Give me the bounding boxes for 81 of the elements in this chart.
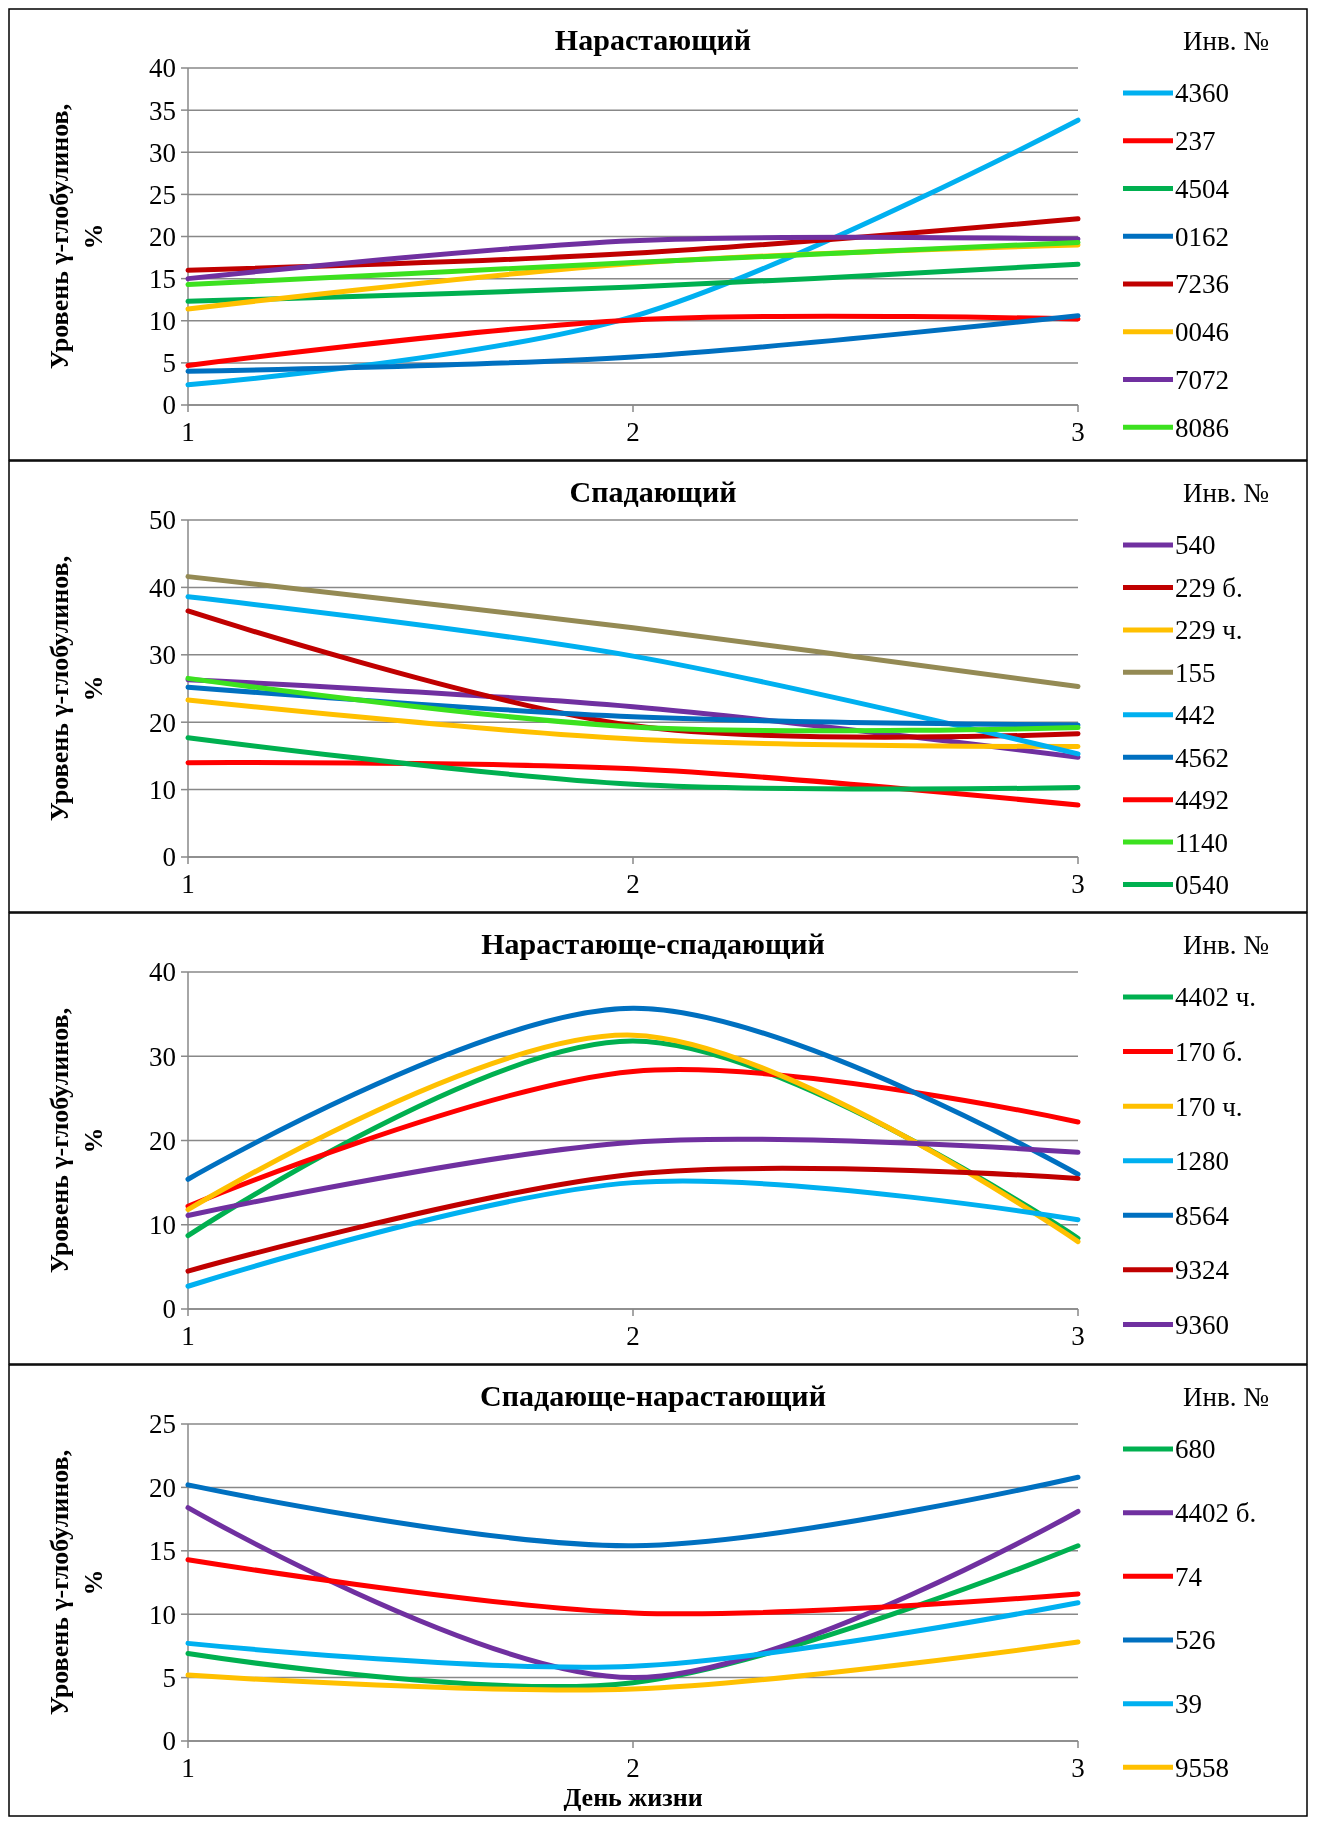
legend-label: 8086	[1175, 412, 1229, 443]
legend-label: 0162	[1175, 221, 1229, 252]
y-tick-label: 0	[162, 390, 176, 421]
legend-label: 155	[1175, 657, 1216, 688]
legend-label: 8564	[1175, 1200, 1230, 1231]
legend-label: 680	[1175, 1434, 1216, 1465]
y-axis-title: Уровень γ-глобулинов, %	[45, 103, 108, 370]
y-tick-label: 20	[149, 221, 176, 252]
legend-label: 74	[1175, 1561, 1203, 1592]
legend-label: 4492	[1175, 785, 1229, 816]
legend-label: 229 б.	[1175, 572, 1243, 603]
y-axis-title: Уровень γ-глобулинов, %	[45, 1449, 108, 1716]
y-tick-label: 40	[149, 572, 176, 603]
y-tick-label: 25	[149, 179, 176, 210]
x-tick-label: 2	[626, 417, 640, 447]
y-tick-label: 0	[162, 1726, 176, 1757]
y-tick-label: 5	[162, 348, 176, 379]
y-tick-label: 10	[149, 306, 176, 337]
y-tick-label: 10	[149, 1210, 176, 1241]
legend-label: 4402 б.	[1175, 1498, 1257, 1529]
y-tick-label: 5	[162, 1663, 176, 1694]
y-axis-title: Уровень γ-глобулинов, %	[45, 1007, 108, 1274]
x-tick-label: 2	[626, 1753, 640, 1783]
x-axis-title: День жизни	[563, 1783, 703, 1812]
legend-label: 170 ч.	[1175, 1091, 1243, 1122]
y-tick-label: 10	[149, 1599, 176, 1630]
y-tick-label: 20	[149, 1472, 176, 1503]
legend-title: Инв. №	[1183, 26, 1269, 56]
y-tick-label: 25	[149, 1409, 176, 1440]
chart-title: Спадающе-нарастающий	[480, 1379, 826, 1412]
legend-label: 9360	[1175, 1309, 1229, 1340]
y-tick-label: 40	[149, 957, 176, 988]
x-tick-label: 3	[1071, 417, 1085, 447]
legend-title: Инв. №	[1183, 930, 1269, 960]
y-tick-label: 20	[149, 1125, 176, 1156]
y-axis-title: Уровень γ-глобулинов, %	[45, 555, 108, 822]
legend-label: 7236	[1175, 269, 1229, 300]
legend-label: 4504	[1175, 173, 1230, 204]
legend-label: 229 ч.	[1175, 615, 1243, 646]
y-tick-label: 30	[149, 640, 176, 671]
legend-label: 237	[1175, 126, 1216, 157]
y-tick-label: 40	[149, 53, 176, 84]
x-tick-label: 1	[181, 1321, 195, 1351]
y-tick-label: 20	[149, 707, 176, 738]
legend-label: 1280	[1175, 1146, 1229, 1177]
chart-title: Нарастающий	[554, 23, 752, 56]
chart-title: Нарастающе-спадающий	[481, 927, 825, 960]
y-tick-label: 0	[162, 1294, 176, 1325]
x-tick-label: 2	[626, 869, 640, 899]
chart-title: Спадающий	[569, 475, 737, 508]
legend-label: 540	[1175, 530, 1216, 561]
x-tick-label: 1	[181, 1753, 195, 1783]
legend-label: 442	[1175, 700, 1216, 731]
y-tick-label: 30	[149, 137, 176, 168]
y-tick-label: 35	[149, 95, 176, 126]
legend-label: 1140	[1175, 827, 1228, 858]
y-tick-label: 10	[149, 775, 176, 806]
legend-label: 7072	[1175, 364, 1229, 395]
x-tick-label: 1	[181, 869, 195, 899]
y-tick-label: 30	[149, 1041, 176, 1072]
x-tick-label: 3	[1071, 869, 1085, 899]
legend-label: 0046	[1175, 317, 1229, 348]
legend-label: 4360	[1175, 78, 1229, 109]
legend-title: Инв. №	[1183, 1382, 1269, 1412]
legend-label: 9558	[1175, 1752, 1229, 1783]
legend-label: 39	[1175, 1689, 1202, 1720]
x-tick-label: 3	[1071, 1321, 1085, 1351]
y-tick-label: 0	[162, 842, 176, 873]
y-tick-label: 50	[149, 505, 176, 536]
legend-label: 0540	[1175, 870, 1229, 901]
y-tick-label: 15	[149, 264, 176, 295]
legend-label: 9324	[1175, 1255, 1230, 1286]
legend-label: 4562	[1175, 742, 1229, 773]
legend-label: 170 б.	[1175, 1037, 1243, 1068]
x-tick-label: 2	[626, 1321, 640, 1351]
legend-label: 4402 ч.	[1175, 982, 1257, 1013]
legend-title: Инв. №	[1183, 478, 1269, 508]
x-tick-label: 3	[1071, 1753, 1085, 1783]
legend-label: 526	[1175, 1625, 1216, 1656]
x-tick-label: 1	[181, 417, 195, 447]
y-tick-label: 15	[149, 1536, 176, 1567]
